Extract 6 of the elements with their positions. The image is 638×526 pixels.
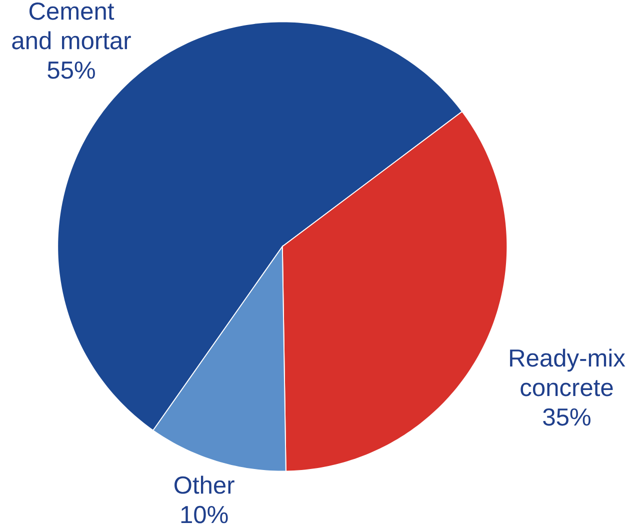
data-label: 10% — [181, 506, 228, 524]
slice-label: Other — [174, 476, 234, 494]
data-label: 55% — [48, 62, 95, 79]
slice-label: Cement and mortar — [12, 2, 131, 50]
data-label: 35% — [543, 408, 590, 426]
slice-label: Ready-mix concrete — [510, 348, 626, 396]
